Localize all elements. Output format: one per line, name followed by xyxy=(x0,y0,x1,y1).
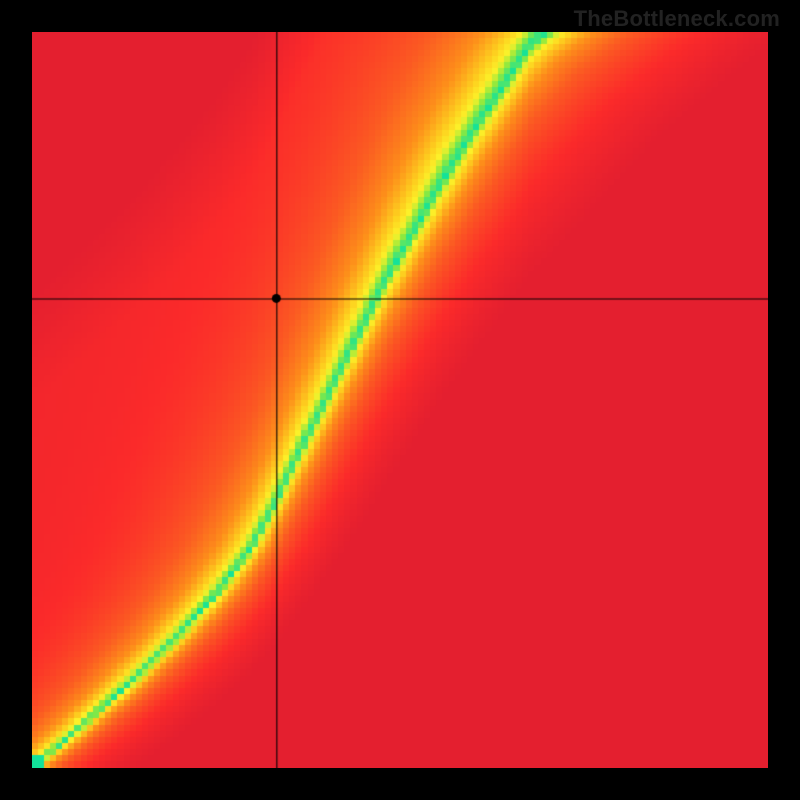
heatmap-canvas xyxy=(32,32,768,768)
bottleneck-heatmap xyxy=(32,32,768,768)
watermark-text: TheBottleneck.com xyxy=(574,6,780,32)
